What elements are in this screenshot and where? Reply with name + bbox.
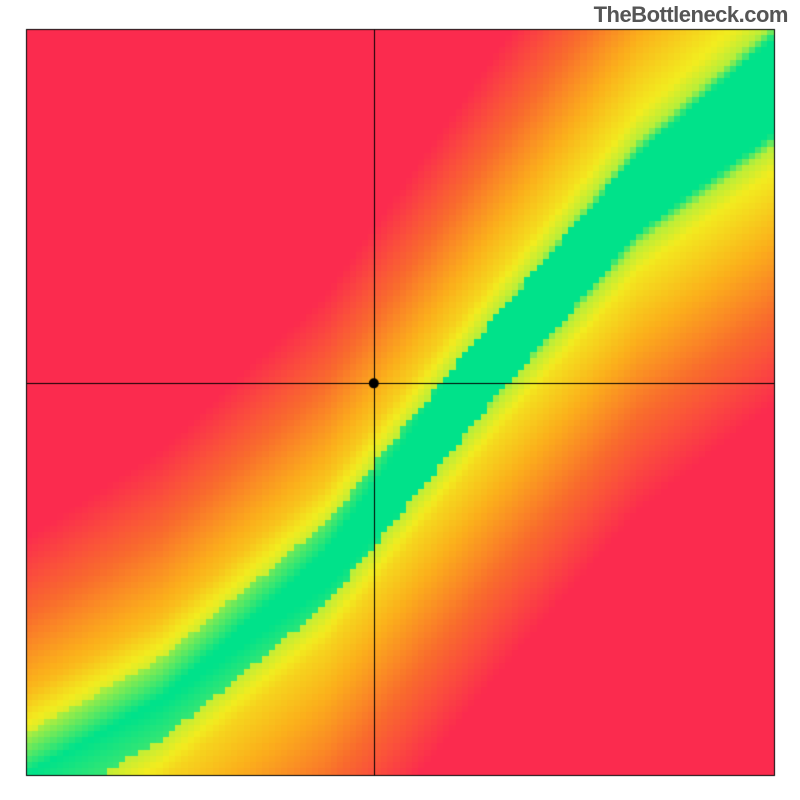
heatmap-chart: [0, 0, 800, 800]
heatmap-canvas: [0, 0, 800, 800]
watermark-text: TheBottleneck.com: [594, 2, 788, 28]
